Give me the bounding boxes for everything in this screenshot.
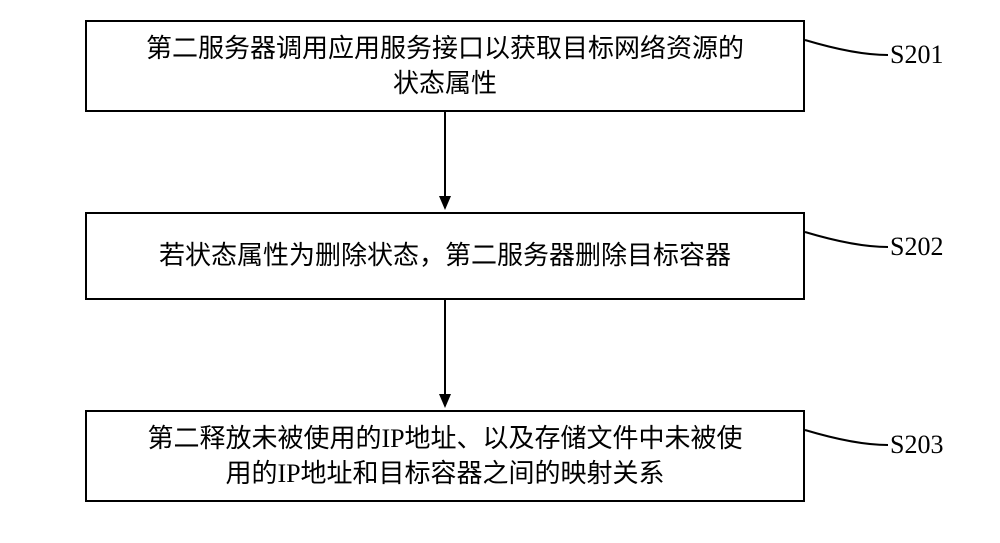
label-connector (805, 40, 888, 55)
connector-layer (0, 0, 1000, 543)
flowchart-canvas: 第二服务器调用应用服务接口以获取目标网络资源的 状态属性 S201 若状态属性为… (0, 0, 1000, 543)
label-connector (805, 430, 888, 445)
label-connectors (805, 40, 888, 445)
label-connector (805, 232, 888, 247)
